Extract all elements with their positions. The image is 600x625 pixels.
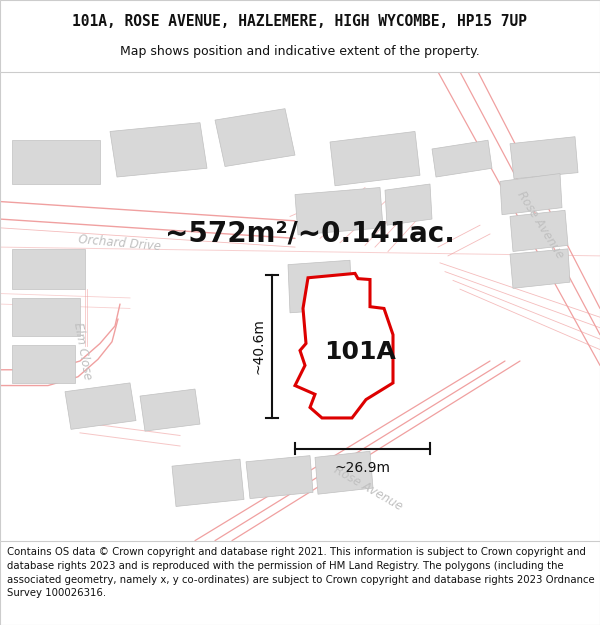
Polygon shape — [295, 188, 383, 235]
Polygon shape — [510, 249, 570, 288]
Polygon shape — [12, 249, 85, 289]
Polygon shape — [295, 273, 393, 418]
Polygon shape — [65, 383, 136, 429]
Text: Rose Avenue: Rose Avenue — [331, 463, 404, 513]
Polygon shape — [172, 459, 244, 506]
Text: 101A, ROSE AVENUE, HAZLEMERE, HIGH WYCOMBE, HP15 7UP: 101A, ROSE AVENUE, HAZLEMERE, HIGH WYCOM… — [73, 14, 527, 29]
Polygon shape — [432, 140, 492, 177]
Text: ~572m²/~0.141ac.: ~572m²/~0.141ac. — [165, 220, 455, 248]
Polygon shape — [12, 345, 75, 383]
Polygon shape — [315, 451, 373, 494]
Polygon shape — [510, 137, 578, 179]
Text: Rose Avenue: Rose Avenue — [514, 189, 566, 261]
Polygon shape — [215, 109, 295, 166]
Polygon shape — [246, 456, 313, 499]
Text: Contains OS data © Crown copyright and database right 2021. This information is : Contains OS data © Crown copyright and d… — [7, 548, 595, 598]
Text: 101A: 101A — [324, 340, 396, 364]
Polygon shape — [288, 260, 352, 313]
Text: ~40.6m: ~40.6m — [251, 319, 265, 374]
Polygon shape — [140, 389, 200, 431]
Polygon shape — [12, 140, 100, 184]
Polygon shape — [385, 184, 432, 225]
Polygon shape — [12, 298, 80, 336]
Text: ~26.9m: ~26.9m — [335, 461, 391, 475]
Polygon shape — [500, 174, 562, 215]
Text: Map shows position and indicative extent of the property.: Map shows position and indicative extent… — [120, 45, 480, 58]
Text: Elm Close: Elm Close — [71, 321, 94, 380]
Polygon shape — [330, 131, 420, 186]
Polygon shape — [110, 122, 207, 177]
Text: Orchard Drive: Orchard Drive — [78, 232, 162, 253]
Polygon shape — [510, 210, 568, 251]
